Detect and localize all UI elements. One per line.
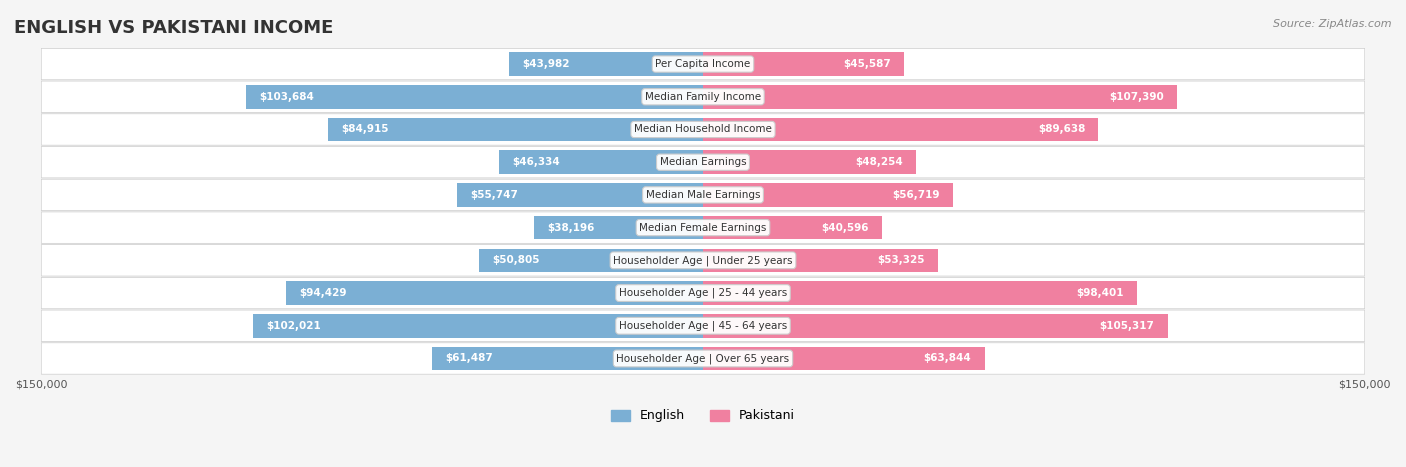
Bar — [703, 281, 1137, 305]
Bar — [703, 85, 1177, 108]
Bar — [457, 183, 703, 207]
Text: $50,805: $50,805 — [492, 255, 540, 265]
FancyBboxPatch shape — [41, 277, 1365, 309]
Bar — [703, 183, 953, 207]
Text: $102,021: $102,021 — [266, 321, 321, 331]
Text: Median Household Income: Median Household Income — [634, 125, 772, 134]
Text: $38,196: $38,196 — [548, 223, 595, 233]
FancyBboxPatch shape — [41, 343, 1365, 374]
Bar — [534, 216, 703, 240]
Text: $56,719: $56,719 — [893, 190, 941, 200]
FancyBboxPatch shape — [41, 147, 1365, 178]
Text: $63,844: $63,844 — [924, 354, 972, 363]
Text: $46,334: $46,334 — [512, 157, 560, 167]
Text: $105,317: $105,317 — [1099, 321, 1154, 331]
Text: $48,254: $48,254 — [855, 157, 903, 167]
Text: $94,429: $94,429 — [299, 288, 347, 298]
FancyBboxPatch shape — [41, 310, 1365, 341]
Text: Median Male Earnings: Median Male Earnings — [645, 190, 761, 200]
Legend: English, Pakistani: English, Pakistani — [606, 404, 800, 427]
Bar — [246, 85, 703, 108]
Bar — [479, 248, 703, 272]
Text: $98,401: $98,401 — [1077, 288, 1123, 298]
Bar — [703, 314, 1167, 338]
Text: $53,325: $53,325 — [877, 255, 925, 265]
Bar — [703, 347, 984, 370]
FancyBboxPatch shape — [41, 212, 1365, 243]
Text: $55,747: $55,747 — [470, 190, 519, 200]
Bar — [287, 281, 703, 305]
Bar — [703, 52, 904, 76]
Text: Householder Age | Under 25 years: Householder Age | Under 25 years — [613, 255, 793, 266]
Text: $40,596: $40,596 — [821, 223, 869, 233]
Text: $61,487: $61,487 — [444, 354, 492, 363]
Text: $45,587: $45,587 — [844, 59, 891, 69]
Bar — [703, 248, 938, 272]
Text: Householder Age | 45 - 64 years: Householder Age | 45 - 64 years — [619, 320, 787, 331]
FancyBboxPatch shape — [41, 114, 1365, 145]
Text: Householder Age | 25 - 44 years: Householder Age | 25 - 44 years — [619, 288, 787, 298]
Bar — [703, 216, 882, 240]
Bar — [703, 118, 1098, 141]
Text: Median Female Earnings: Median Female Earnings — [640, 223, 766, 233]
Bar — [703, 150, 915, 174]
Text: $107,390: $107,390 — [1109, 92, 1164, 102]
Bar — [432, 347, 703, 370]
Text: $103,684: $103,684 — [259, 92, 314, 102]
Bar — [329, 118, 703, 141]
FancyBboxPatch shape — [41, 179, 1365, 211]
Text: Householder Age | Over 65 years: Householder Age | Over 65 years — [616, 353, 790, 364]
Text: $43,982: $43,982 — [522, 59, 569, 69]
Text: ENGLISH VS PAKISTANI INCOME: ENGLISH VS PAKISTANI INCOME — [14, 19, 333, 37]
Text: $89,638: $89,638 — [1038, 125, 1085, 134]
Bar — [509, 52, 703, 76]
Text: Source: ZipAtlas.com: Source: ZipAtlas.com — [1274, 19, 1392, 28]
FancyBboxPatch shape — [41, 245, 1365, 276]
Text: Per Capita Income: Per Capita Income — [655, 59, 751, 69]
FancyBboxPatch shape — [41, 81, 1365, 113]
FancyBboxPatch shape — [41, 49, 1365, 80]
Text: $84,915: $84,915 — [342, 125, 389, 134]
Text: Median Family Income: Median Family Income — [645, 92, 761, 102]
Text: Median Earnings: Median Earnings — [659, 157, 747, 167]
Bar — [499, 150, 703, 174]
Bar — [253, 314, 703, 338]
